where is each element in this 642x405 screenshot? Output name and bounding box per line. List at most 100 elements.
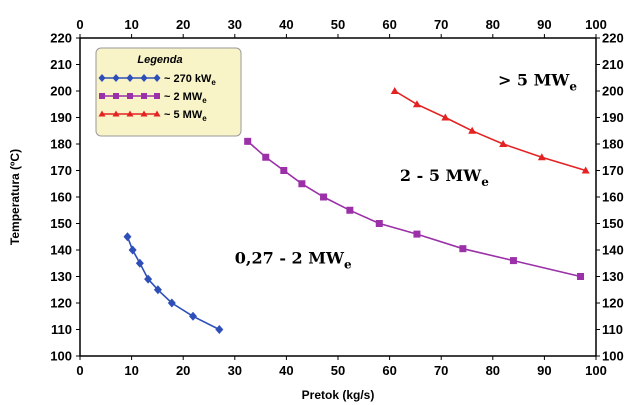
legend-marker (153, 110, 161, 117)
data-point (346, 206, 354, 214)
x-tick-label-top: 40 (279, 17, 293, 32)
x-tick-label: 10 (124, 363, 138, 378)
y-axis-label: Temperatura (ºC) (8, 149, 22, 245)
x-tick-label-top: 10 (124, 17, 138, 32)
data-point (128, 245, 137, 255)
legend-entry: ~ 270 kWe (98, 73, 216, 87)
y-tick-label: 140 (50, 243, 72, 258)
y-tick-label: 170 (50, 163, 72, 178)
data-point (144, 274, 153, 284)
legend-entry: ~ 5 MWe (98, 109, 207, 123)
y-tick-label-right: 190 (602, 110, 624, 125)
ticks: 0 0 10 10 20 20 30 30 40 40 50 50 60 60 70 70 80 80 90 90 10… (50, 17, 623, 378)
data-point (244, 137, 252, 145)
data-point (577, 273, 585, 280)
x-tick-label: 0 (76, 363, 83, 378)
legend-marker (153, 74, 161, 82)
legend-marker (126, 74, 134, 82)
y-tick-label-right: 130 (602, 269, 624, 284)
x-tick-label: 60 (382, 363, 396, 378)
annotations: 0,27 - 2 MWe 2 - 5 MWe > 5 MWe (235, 71, 578, 272)
y-tick-label: 180 (50, 137, 72, 152)
data-point (215, 325, 224, 334)
series-3 (390, 87, 590, 174)
legend-marker (98, 74, 106, 82)
x-tick-label: 70 (434, 363, 448, 378)
legend-entry: ~ 2 MWe (99, 91, 207, 105)
legend-marker (99, 93, 105, 99)
data-point (280, 167, 288, 174)
y-tick-label-right: 220 (602, 31, 624, 46)
legend-marker (126, 110, 134, 117)
data-point (167, 298, 176, 308)
x-tick-label-top: 30 (228, 17, 242, 32)
data-point (499, 140, 508, 147)
x-tick-label: 100 (585, 363, 607, 378)
data-point (298, 180, 306, 188)
y-tick-label: 100 (50, 349, 72, 364)
data-point (459, 245, 467, 253)
y-tick-label-right: 160 (602, 190, 624, 205)
y-tick-label: 190 (50, 110, 72, 125)
y-tick-label-right: 100 (602, 349, 624, 364)
x-tick-label: 50 (331, 363, 345, 378)
x-axis-label: Pretok (kg/s) (302, 388, 375, 402)
data-point (135, 258, 144, 268)
x-tick-label-top: 50 (331, 17, 345, 32)
legend-marker (127, 93, 133, 99)
data-point (468, 126, 477, 134)
region-annotation: 0,27 - 2 MWe (235, 248, 352, 271)
legend-marker (113, 93, 119, 99)
data-point (189, 311, 198, 321)
y-tick-label: 120 (50, 296, 72, 311)
legend-marker (112, 74, 120, 82)
legend-marker (154, 93, 160, 99)
data-point (262, 153, 270, 161)
y-tick-label: 160 (50, 190, 72, 205)
series-1 (123, 232, 224, 334)
legend-title: Legenda (137, 54, 182, 66)
y-tick-label-right: 120 (602, 296, 624, 311)
series-2 (244, 137, 585, 280)
x-tick-label: 40 (279, 363, 293, 378)
data-point (390, 87, 399, 94)
y-tick-label-right: 170 (602, 163, 624, 178)
y-tick-label: 150 (50, 216, 72, 231)
x-tick-label-top: 80 (486, 17, 500, 32)
y-tick-label-right: 140 (602, 243, 624, 258)
legend: Legenda ~ 270 kWe ~ 2 MWe ~ 5 MWe (95, 47, 242, 137)
x-tick-label: 20 (176, 363, 190, 378)
y-tick-label-right: 150 (602, 216, 624, 231)
y-tick-label-right: 110 (602, 322, 623, 337)
x-tick-label-top: 0 (76, 17, 83, 32)
y-tick-label: 200 (50, 84, 72, 99)
data-point (123, 232, 132, 242)
data-point (375, 220, 383, 227)
y-tick-label: 130 (50, 269, 72, 284)
region-annotation: > 5 MWe (498, 71, 577, 94)
series-layer (123, 87, 590, 334)
y-tick-label: 210 (50, 57, 72, 72)
x-tick-label: 30 (228, 363, 242, 378)
data-point (413, 230, 421, 238)
data-point (581, 166, 590, 174)
legend-label: ~ 5 MWe (164, 109, 207, 123)
data-point (153, 285, 162, 295)
x-tick-label-top: 90 (537, 17, 551, 32)
y-tick-label-right: 210 (602, 57, 624, 72)
x-tick-label: 80 (486, 363, 500, 378)
region-annotation: 2 - 5 MWe (400, 166, 489, 189)
x-tick-label-top: 70 (434, 17, 448, 32)
x-tick-label: 90 (537, 363, 551, 378)
data-point (509, 257, 517, 265)
y-tick-label-right: 200 (602, 84, 624, 99)
data-point (537, 153, 546, 161)
data-point (320, 193, 328, 201)
y-tick-label: 220 (50, 31, 72, 46)
legend-marker (141, 93, 147, 99)
legend-marker (140, 74, 148, 82)
x-tick-label-top: 20 (176, 17, 190, 32)
y-tick-label: 110 (51, 322, 72, 337)
y-tick-label-right: 180 (602, 137, 624, 152)
